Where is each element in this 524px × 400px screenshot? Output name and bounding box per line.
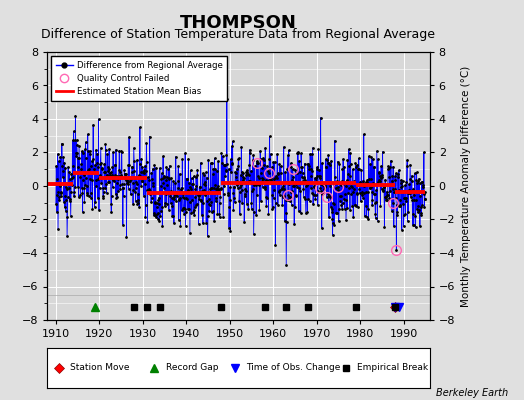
Text: Empirical Break: Empirical Break [357, 364, 428, 372]
Text: THOMPSON: THOMPSON [180, 14, 297, 32]
Y-axis label: Monthly Temperature Anomaly Difference (°C): Monthly Temperature Anomaly Difference (… [461, 65, 471, 307]
Text: Station Move: Station Move [70, 364, 129, 372]
Text: Time of Obs. Change: Time of Obs. Change [246, 364, 341, 372]
Text: Record Gap: Record Gap [166, 364, 218, 372]
Legend: Difference from Regional Average, Quality Control Failed, Estimated Station Mean: Difference from Regional Average, Qualit… [51, 56, 227, 100]
Text: Berkeley Earth: Berkeley Earth [436, 388, 508, 398]
Text: Difference of Station Temperature Data from Regional Average: Difference of Station Temperature Data f… [41, 28, 435, 41]
